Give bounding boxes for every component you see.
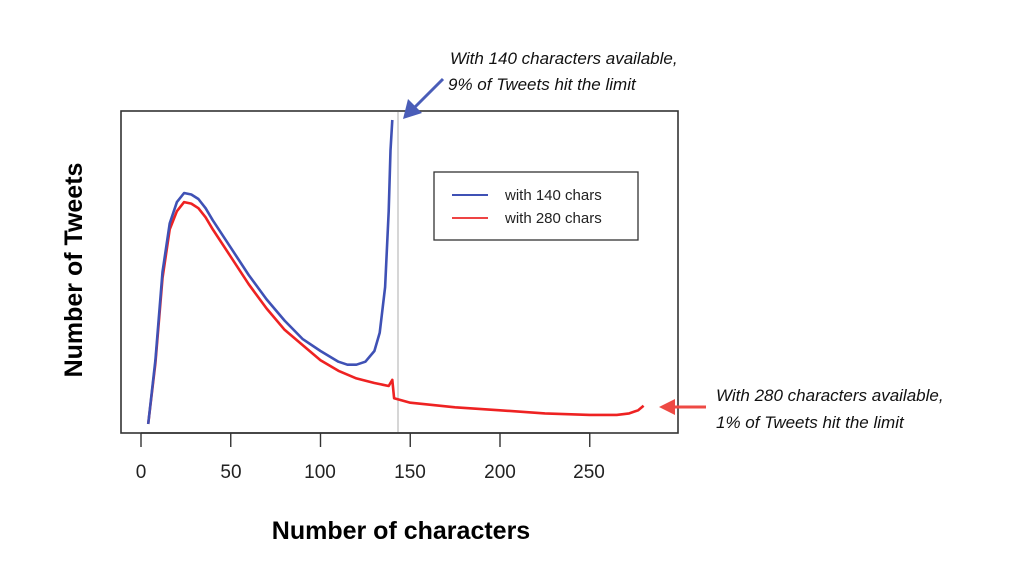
series-with-280-chars — [146, 200, 645, 425]
arrow-280-head-icon — [659, 399, 675, 415]
legend-label-140: with 140 chars — [504, 187, 602, 204]
annotation-140: With 140 characters available, 9% of Twe… — [403, 49, 678, 119]
x-tick-label: 0 — [136, 462, 147, 483]
x-axis-title: Number of characters — [272, 517, 530, 545]
x-tick-label: 250 — [573, 462, 605, 483]
x-tick-label: 100 — [304, 462, 336, 483]
x-axis — [140, 432, 591, 447]
plot-frame — [120, 110, 679, 434]
arrow-140-head-icon — [403, 99, 422, 119]
x-tick-label: 150 — [394, 462, 426, 483]
series-with-140-chars — [146, 119, 394, 425]
annotation-280-line2: 1% of Tweets hit the limit — [716, 413, 905, 432]
annotation-140-line2: 9% of Tweets hit the limit — [448, 75, 637, 94]
x-tick-labels: 0 50 100 150 200 250 — [136, 462, 605, 483]
x-tick-label: 50 — [220, 462, 241, 483]
legend-box — [433, 171, 639, 241]
y-axis-title: Number of Tweets — [60, 163, 88, 378]
legend: with 140 chars with 280 chars — [433, 171, 639, 241]
arrow-140-shaft — [412, 77, 445, 110]
legend-label-280: with 280 chars — [504, 210, 602, 227]
annotation-280-line1: With 280 characters available, — [716, 386, 944, 405]
annotation-140-line1: With 140 characters available, — [450, 49, 678, 68]
annotation-280: With 280 characters available, 1% of Twe… — [659, 386, 944, 432]
x-tick-label: 200 — [484, 462, 516, 483]
